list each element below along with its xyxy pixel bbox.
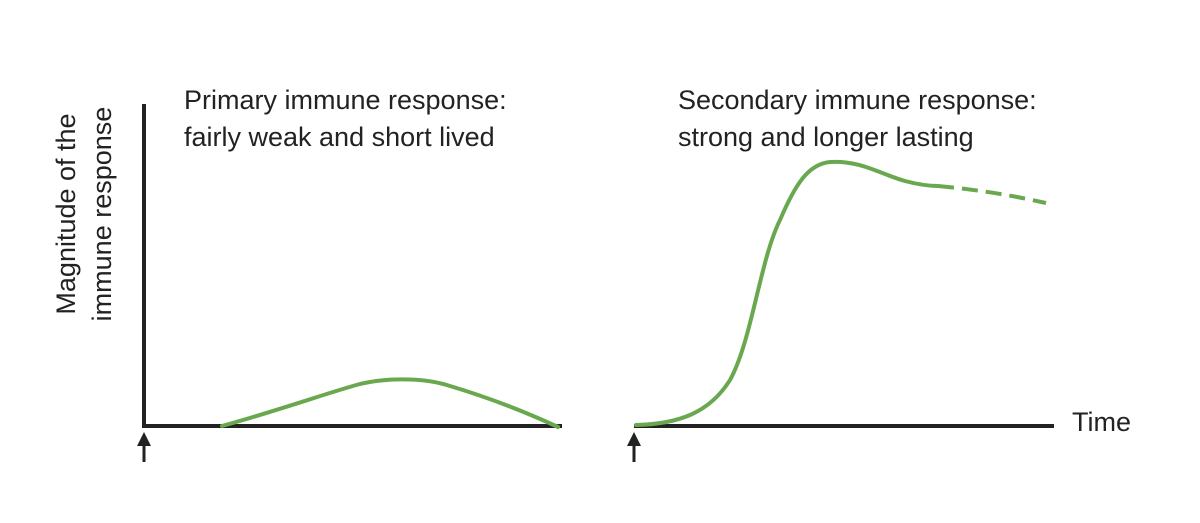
primary-title-line2: fairly weak and short lived (184, 122, 495, 152)
y-axis-label: Magnitude of the immune response (48, 96, 128, 332)
y-axis-label-line1: Magnitude of the (51, 113, 81, 315)
arrow-up-icon (137, 432, 151, 462)
secondary-title-line2: strong and longer lasting (678, 122, 974, 152)
secondary-response-curve (634, 159, 940, 427)
secondary-response-caption: Secondary immune response: strong and lo… (678, 82, 1037, 156)
arrow-up-icon (627, 432, 641, 462)
y-axis-label-line2: immune response (87, 106, 117, 322)
primary-response-curve (220, 377, 560, 429)
primary-title-line1: Primary immune response: (184, 85, 507, 115)
secondary-title-line1: Secondary immune response: (678, 85, 1037, 115)
x-axis-label: Time (1072, 407, 1131, 437)
secondary-response-curve-continuation (937, 184, 1047, 205)
primary-response-caption: Primary immune response: fairly weak and… (184, 82, 507, 156)
